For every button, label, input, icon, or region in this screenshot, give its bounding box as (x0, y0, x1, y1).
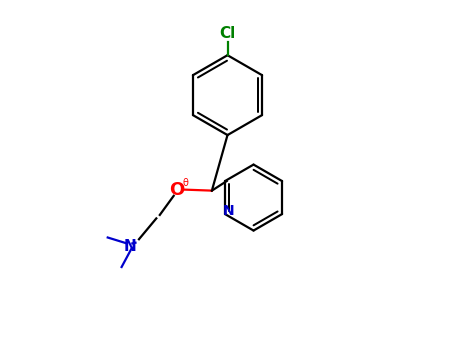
Text: O: O (170, 181, 185, 198)
Text: N: N (123, 239, 136, 254)
Text: Cl: Cl (219, 26, 236, 41)
Text: θ: θ (183, 178, 189, 188)
Text: N: N (222, 204, 234, 218)
